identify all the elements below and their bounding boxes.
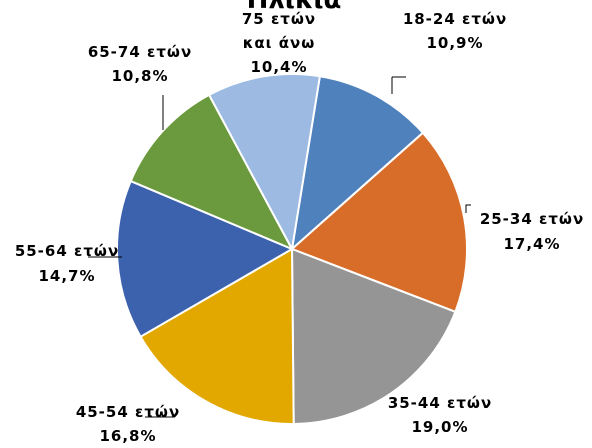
slice-name: 75 ετών	[242, 10, 316, 28]
pie-slice	[290, 131, 468, 314]
pie-slice	[207, 73, 322, 253]
pie-slice	[290, 247, 457, 426]
slice-label-25-34: 25-34 ετών 17,4%	[480, 210, 584, 253]
leader-lines	[88, 76, 471, 418]
slice-name: 18-24 ετών	[403, 10, 507, 28]
slice-value: 17,4%	[503, 235, 560, 253]
leader-line	[391, 76, 406, 94]
slice-label-18-24: 18-24 ετών 10,9%	[403, 10, 507, 52]
pie-slice	[290, 75, 425, 252]
slice-label-35-44: 35-44 ετών 19,0%	[388, 394, 492, 436]
slice-value: 10,9%	[426, 34, 483, 52]
slice-value: 10,4%	[250, 58, 307, 76]
slice-label-75-plus: 75 ετών και άνω 10,4%	[242, 10, 316, 76]
slice-label-55-64: 55-64 ετών 14,7%	[15, 242, 119, 285]
slice-name: 45-54 ετών	[76, 403, 180, 421]
chart-title: Ηλικία	[247, 0, 342, 15]
pie-slices	[116, 73, 468, 426]
slice-label-45-54: 45-54 ετών 16,8%	[76, 403, 180, 445]
slice-value: 10,8%	[111, 67, 168, 85]
slice-value: 16,8%	[99, 427, 156, 445]
leader-line	[465, 204, 471, 213]
slice-name: 55-64 ετών	[15, 242, 119, 260]
slice-value: 14,7%	[38, 267, 95, 285]
pie-slice	[116, 179, 295, 339]
slice-value: 19,0%	[411, 418, 468, 436]
slice-label-65-74: 65-74 ετών 10,8%	[88, 43, 192, 85]
slice-name: 65-74 ετών	[88, 43, 192, 61]
pie-slice	[139, 247, 295, 425]
slice-name: 25-34 ετών	[480, 210, 584, 228]
slice-name: 35-44 ετών	[388, 394, 492, 412]
slice-name-line2: και άνω	[243, 34, 316, 52]
pie-slice	[129, 93, 295, 252]
